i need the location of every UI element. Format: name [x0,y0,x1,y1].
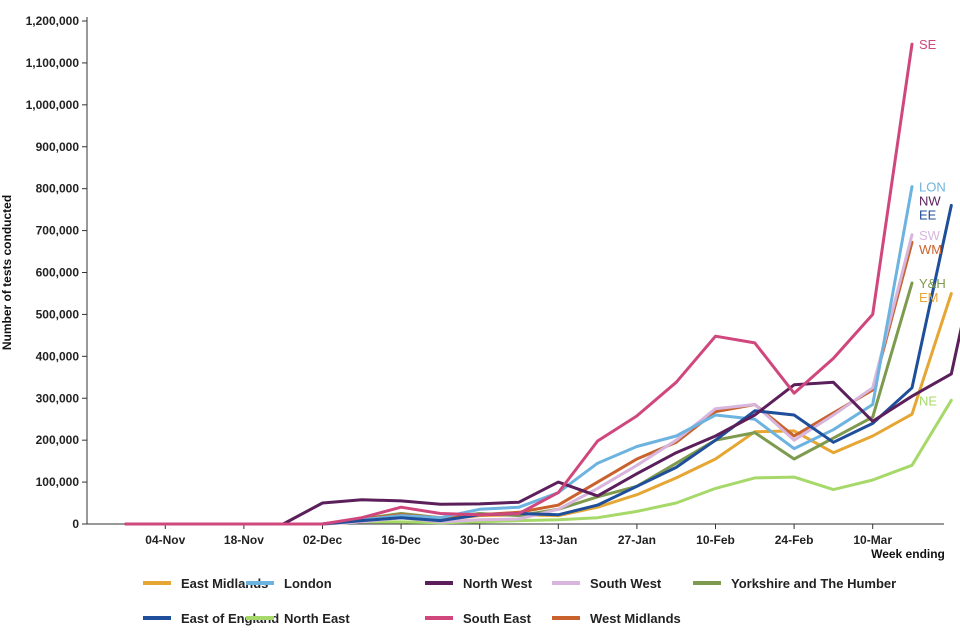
legend-label: South West [590,576,662,591]
y-tick-label: 1,200,000 [26,14,80,28]
end-label-ee: EE [919,208,937,223]
y-tick-label: 200,000 [36,433,80,447]
end-label-lon: LON [919,180,946,195]
legend-label: North West [463,576,533,591]
y-tick-label: 1,100,000 [26,56,80,70]
end-label-wm: WM [919,242,942,257]
x-tick-label: 18-Nov [224,533,264,547]
series-line-em [124,292,953,526]
y-tick-label: 600,000 [36,266,80,280]
legend-label: Yorkshire and The Humber [731,576,896,591]
y-tick-label: 1,000,000 [26,98,80,112]
end-label-nw: NW [919,194,941,209]
y-tick-label: 400,000 [36,349,80,363]
legend-label: East of England [181,611,279,626]
end-label-sw: SW [919,228,941,243]
legend-label: West Midlands [590,611,681,626]
series-line-se [124,42,914,526]
x-tick-label: 10-Mar [853,533,892,547]
legend-label: London [284,576,332,591]
x-tick-label: 27-Jan [618,533,656,547]
y-axis-title: Number of tests conducted [0,195,14,350]
y-tick-label: 800,000 [36,182,80,196]
series-line-yh [124,281,914,526]
y-tick-label: 0 [72,517,79,531]
legend-label: East Midlands [181,576,268,591]
x-tick-label: 16-Dec [381,533,421,547]
legend-label: North East [284,611,350,626]
legend-label: South East [463,611,532,626]
series-line-sw [124,233,914,526]
y-tick-label: 100,000 [36,475,80,489]
end-label-ne: NE [919,393,937,408]
end-label-yh: Y&H [919,276,946,291]
x-tick-label: 02-Dec [303,533,343,547]
y-tick-label: 900,000 [36,140,80,154]
end-label-se: SE [919,37,937,52]
x-tick-label: 10-Feb [696,533,735,547]
x-tick-label: 13-Jan [539,533,577,547]
end-label-em: EM [919,290,939,305]
x-tick-label: 04-Nov [145,533,185,547]
y-tick-label: 300,000 [36,391,80,405]
y-tick-label: 500,000 [36,307,80,321]
x-axis-title: Week ending [871,547,945,561]
x-tick-label: 24-Feb [775,533,814,547]
series-line-wm [124,240,914,526]
x-tick-label: 30-Dec [460,533,500,547]
y-tick-label: 700,000 [36,224,80,238]
series-line-lon [124,185,914,526]
